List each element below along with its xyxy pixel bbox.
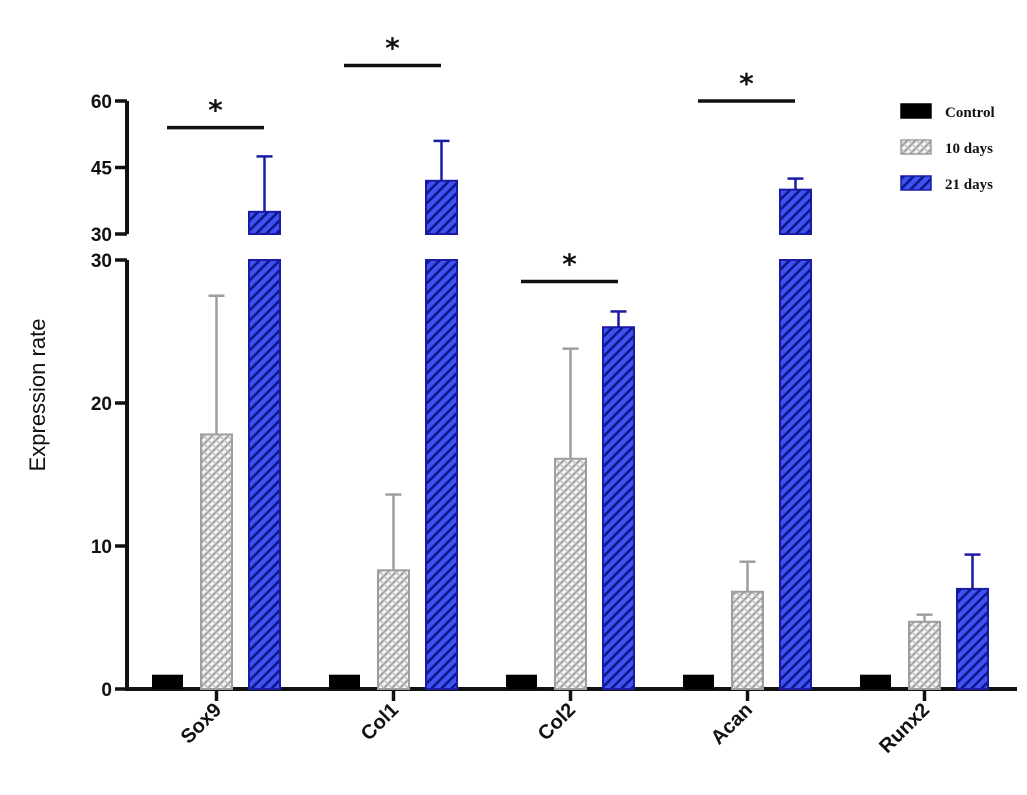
x-tick-label: Col1 [357,699,403,745]
significance-markers: * * * * [167,32,795,284]
bar-upper-segment [425,179,458,236]
bar [377,569,410,690]
bar [554,457,587,690]
bar [506,674,537,689]
legend: Control 10 days 21 days [900,103,995,193]
bar [779,259,812,690]
legend-swatch [900,103,932,119]
y-tick-label: 0 [101,680,112,701]
legend-label: Control [945,105,995,121]
bar-upper-segment [779,188,812,236]
y-tick-label: 60 [91,92,112,113]
bar [425,259,458,690]
y-tick-label: 20 [91,394,112,415]
bar [152,674,183,689]
significance-star: * [739,67,754,100]
legend-label: 10 days [945,141,993,157]
significance-star: * [562,247,577,280]
bar [860,674,891,689]
legend-swatch [900,175,932,191]
y-axis-label: Expression rate [25,319,50,472]
bar [329,674,360,689]
legend-swatch [900,139,932,155]
bar [683,674,714,689]
bar [200,433,233,690]
bar-upper-segment [248,210,281,235]
y-tick-label: 10 [91,537,112,558]
y-tick-label: 30 [91,225,112,246]
bars [152,179,989,691]
x-tick-label: Sox9 [177,699,226,748]
bar [908,620,941,690]
bar [731,590,764,691]
x-tick-label: Runx2 [875,699,934,758]
y-tick-label: 45 [91,159,113,180]
significance-star: * [208,94,223,127]
bar [956,587,989,691]
bar [248,259,281,690]
legend-label: 21 days [945,177,993,193]
x-tick-label: Col2 [534,699,580,745]
significance-star: * [385,32,400,65]
y-tick-label: 30 [91,251,112,272]
error-bars [208,139,981,622]
x-tick-label: Acan [707,699,757,749]
bar [602,326,635,690]
